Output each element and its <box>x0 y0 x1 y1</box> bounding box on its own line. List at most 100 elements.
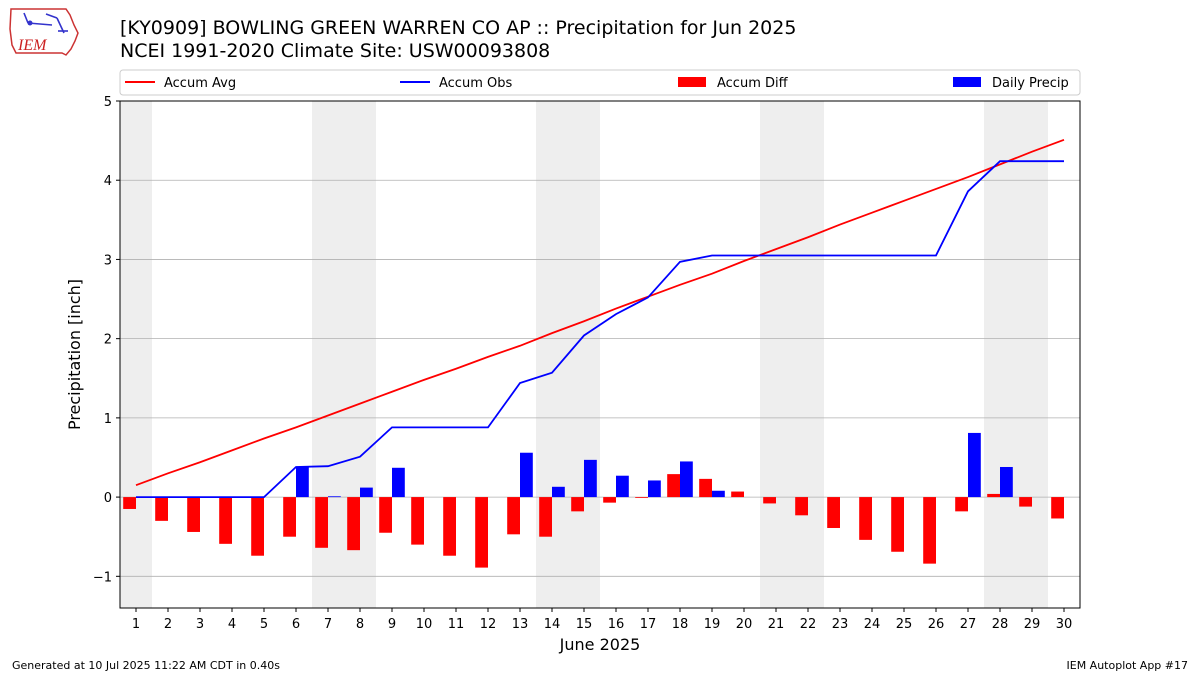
daily-precip-bar <box>616 475 629 498</box>
diff-bar <box>731 491 744 498</box>
y-tick-label: −1 <box>93 570 112 585</box>
diff-bar <box>443 497 456 556</box>
daily-precip-bar <box>648 480 661 498</box>
daily-precip-bar <box>1000 466 1013 498</box>
diff-bar <box>187 497 200 532</box>
x-tick-label: 14 <box>544 617 561 632</box>
daily-precip-bar <box>712 490 725 498</box>
diff-bar <box>1051 497 1064 519</box>
daily-precip-bar <box>328 496 341 498</box>
diff-bar <box>891 497 904 552</box>
diff-bar <box>475 497 488 568</box>
legend: Accum Avg Accum Obs Accum Diff Daily Precip <box>119 69 1081 96</box>
app-credit: IEM Autoplot App #17 <box>1066 659 1189 672</box>
x-tick-label: 19 <box>704 617 721 632</box>
diff-bar <box>635 497 648 498</box>
legend-swatch <box>953 77 981 87</box>
legend-box <box>119 69 1081 96</box>
logo-text: IEM <box>17 37 48 54</box>
x-tick-label: 25 <box>896 617 913 632</box>
daily-precip-bar <box>296 466 309 498</box>
daily-precip-bar <box>360 487 373 498</box>
legend-label: Accum Obs <box>439 76 512 91</box>
daily-precip-bar <box>392 467 405 498</box>
x-tick-label: 26 <box>928 617 945 632</box>
daily-precip-bar <box>584 459 597 498</box>
legend-label: Accum Diff <box>717 76 789 91</box>
legend-item: Daily Precip <box>953 76 1069 91</box>
iem-logo: IEM <box>9 8 79 56</box>
weekend-band <box>984 101 1048 608</box>
x-tick-label: 18 <box>672 617 689 632</box>
x-tick-label: 1 <box>132 617 140 632</box>
x-tick-label: 28 <box>992 617 1009 632</box>
x-tick-label: 8 <box>356 617 364 632</box>
x-tick-label: 23 <box>832 617 849 632</box>
diff-bar <box>123 497 136 509</box>
diff-bar <box>1019 497 1032 507</box>
diff-bar <box>411 497 424 545</box>
diff-bar <box>859 497 872 540</box>
diff-bar <box>795 497 808 516</box>
legend-item: Accum Obs <box>400 76 512 91</box>
y-tick-label: 0 <box>104 491 112 506</box>
x-tick-label: 17 <box>640 617 657 632</box>
x-tick-label: 30 <box>1056 617 1073 632</box>
daily-precip-bar <box>680 461 693 498</box>
diff-bar <box>315 497 328 548</box>
x-tick-label: 2 <box>164 617 172 632</box>
x-tick-label: 11 <box>448 617 465 632</box>
y-axis-label: Precipitation [inch] <box>65 279 84 430</box>
diff-bar <box>571 497 584 512</box>
legend-item: Accum Diff <box>678 76 789 91</box>
diff-bar <box>603 497 616 503</box>
chart-subtitle: NCEI 1991-2020 Climate Site: USW00093808 <box>120 40 551 62</box>
x-tick-label: 10 <box>416 617 433 632</box>
x-tick-label: 21 <box>768 617 785 632</box>
chart-title: [KY0909] BOWLING GREEN WARREN CO AP :: P… <box>120 17 797 39</box>
plot-frame <box>119 100 1081 609</box>
diff-bar <box>507 497 520 535</box>
legend-label: Daily Precip <box>992 76 1069 91</box>
diff-bar <box>251 497 264 556</box>
diff-bar <box>699 478 712 498</box>
diff-bar <box>219 497 232 544</box>
diff-bar <box>283 497 296 537</box>
weekend-band <box>120 101 152 608</box>
accum-obs-line <box>136 160 1064 498</box>
x-tick-label: 29 <box>1024 617 1041 632</box>
x-tick-label: 9 <box>388 617 396 632</box>
diff-bar <box>987 493 1000 498</box>
diff-bar <box>155 497 168 521</box>
generated-timestamp: Generated at 10 Jul 2025 11:22 AM CDT in… <box>12 659 280 672</box>
x-tick-label: 12 <box>480 617 497 632</box>
x-tick-label: 16 <box>608 617 625 632</box>
diff-bar <box>763 497 776 504</box>
x-tick-label: 3 <box>196 617 204 632</box>
diff-bar <box>827 497 840 528</box>
x-tick-label: 15 <box>576 617 593 632</box>
x-tick-label: 22 <box>800 617 817 632</box>
diff-bar <box>539 497 552 537</box>
x-tick-label: 7 <box>324 617 332 632</box>
x-tick-label: 27 <box>960 617 977 632</box>
x-tick-label: 13 <box>512 617 529 632</box>
y-tick-label: 1 <box>104 412 112 427</box>
diff-bar <box>667 474 680 498</box>
legend-swatch <box>678 77 706 87</box>
x-tick-label: 6 <box>292 617 300 632</box>
legend-label: Accum Avg <box>164 76 236 91</box>
y-tick-label: 5 <box>104 95 112 110</box>
diff-bar <box>923 497 936 564</box>
x-tick-label: 24 <box>864 617 881 632</box>
y-tick-label: 3 <box>104 253 112 268</box>
y-tick-label: 2 <box>104 333 112 348</box>
diff-bar <box>955 497 968 512</box>
daily-precip-bar <box>520 452 533 498</box>
y-tick-label: 4 <box>104 174 112 189</box>
x-axis-label: June 2025 <box>559 635 641 654</box>
x-tick-label: 4 <box>228 617 236 632</box>
x-tick-label: 20 <box>736 617 753 632</box>
daily-precip-bar <box>552 486 565 498</box>
